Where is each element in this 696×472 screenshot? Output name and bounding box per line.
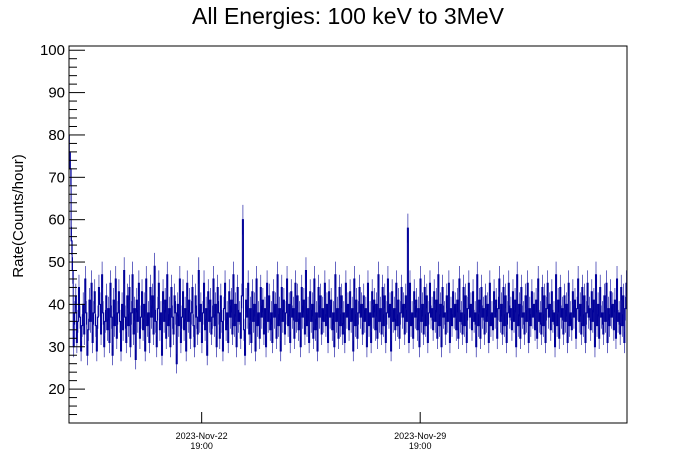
- x-tick-label-time: 19:00: [190, 441, 213, 451]
- y-tick-label: 70: [48, 169, 65, 186]
- y-tick-label: 80: [48, 127, 65, 144]
- chart-title: All Energies: 100 keV to 3MeV: [192, 3, 505, 29]
- y-axis-label: Rate(Counts/hour): [10, 154, 27, 277]
- axes-layer: 20304050607080901002023-Nov-2219:002023-…: [40, 42, 446, 451]
- y-tick-label: 50: [48, 254, 65, 271]
- y-tick-label: 20: [48, 381, 65, 398]
- y-tick-label: 100: [40, 42, 65, 59]
- y-tick-label: 90: [48, 85, 65, 102]
- y-tick-label: 40: [48, 296, 65, 313]
- y-tick-label: 30: [48, 339, 65, 356]
- x-tick-label-date: 2023-Nov-22: [176, 431, 228, 441]
- series-layer: [69, 135, 627, 374]
- y-tick-label: 60: [48, 212, 65, 229]
- x-tick-label-time: 19:00: [409, 441, 432, 451]
- plot-frame: [68, 45, 628, 424]
- x-tick-label-date: 2023-Nov-29: [394, 431, 446, 441]
